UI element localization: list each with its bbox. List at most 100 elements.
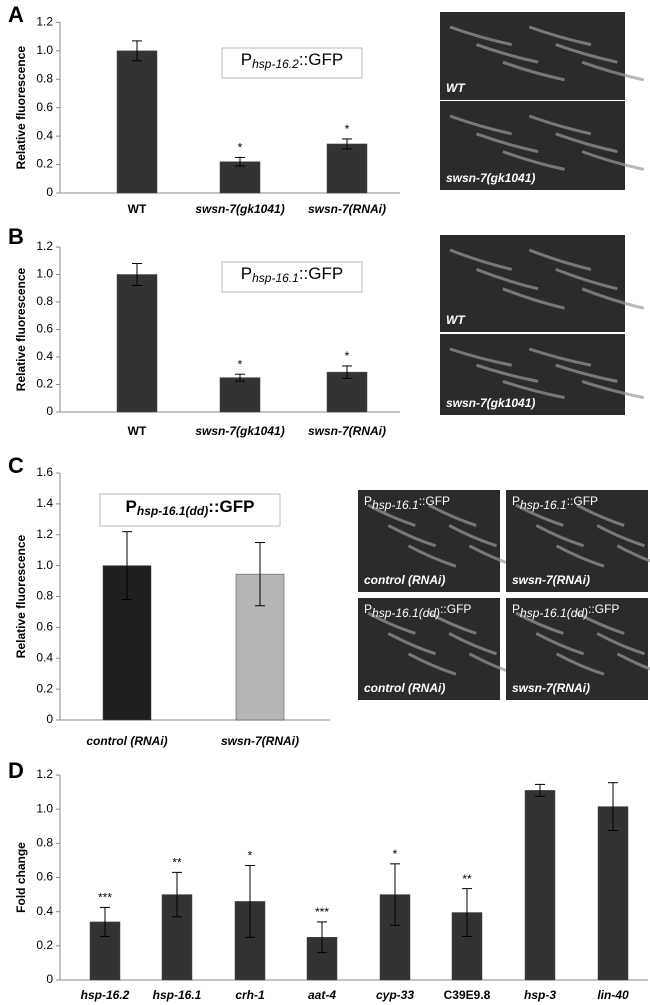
- significance: *: [345, 122, 350, 136]
- panel-label: B: [8, 224, 24, 249]
- x-tick-label: swsn-7(RNAi): [221, 734, 299, 748]
- panel-label: D: [8, 758, 24, 783]
- x-tick-label: aat-4: [308, 988, 336, 1002]
- micrograph-label: WT: [446, 81, 466, 95]
- subscript: hsp-16.1: [372, 498, 419, 512]
- y-tick-label: 1.2: [36, 239, 53, 253]
- bar: [219, 161, 261, 194]
- y-tick-label: 0.4: [36, 650, 53, 664]
- worm: [387, 632, 437, 656]
- worm: [555, 544, 605, 568]
- worm: [502, 60, 565, 82]
- worm: [449, 114, 512, 136]
- micrograph-label: control (RNAi): [364, 573, 445, 587]
- error-bar: [317, 921, 327, 954]
- worm: [407, 544, 457, 568]
- suffix: ::GFP: [208, 497, 254, 516]
- prefix: P: [364, 494, 372, 508]
- significance: **: [172, 856, 182, 870]
- error-bar: [342, 365, 352, 379]
- micrograph-label: swsn-7(RNAi): [512, 573, 590, 587]
- prefix: P: [512, 602, 520, 616]
- worm: [555, 363, 618, 383]
- panel-label: A: [8, 2, 24, 27]
- y-axis-label: Fold change: [14, 842, 28, 913]
- worm: [515, 503, 564, 527]
- y-tick-label: 0.6: [36, 322, 53, 336]
- bar: [326, 143, 368, 194]
- x-tick-label: hsp-16.1: [153, 988, 202, 1002]
- y-tick-label: 1.0: [36, 558, 53, 572]
- x-tick-label: swsn-7(RNAi): [308, 424, 386, 438]
- annotation-box: [221, 261, 363, 293]
- error-bar: [100, 906, 110, 937]
- annotation: Phsp-16.2::GFP: [241, 50, 343, 71]
- prefix: P: [241, 264, 252, 283]
- worm: [535, 524, 585, 548]
- worm: [596, 632, 645, 656]
- micrograph-label: WT: [446, 313, 466, 327]
- significance: *: [248, 849, 253, 863]
- annotation: Phsp-16.1::GFP: [241, 264, 343, 285]
- y-tick-label: 1.0: [36, 43, 53, 57]
- y-axis-label: Relative fluorescence: [14, 267, 28, 391]
- worm: [581, 60, 645, 82]
- worm: [502, 379, 565, 400]
- micrograph-label: swsn-7(gk1041): [446, 171, 535, 185]
- suffix: ::GFP: [419, 494, 450, 508]
- y-tick-label: 0: [46, 972, 53, 986]
- suffix: ::GFP: [299, 264, 343, 283]
- micrograph: [506, 598, 648, 700]
- subscript: hsp-16.1: [520, 498, 567, 512]
- prefix: P: [364, 602, 372, 616]
- x-tick-label: lin-40: [597, 988, 629, 1002]
- significance: *: [238, 141, 243, 155]
- micrograph: [358, 490, 500, 592]
- prefix: P: [512, 494, 520, 508]
- micrograph-reporter: Phsp-16.1::GFP: [512, 494, 598, 512]
- significance: ***: [315, 905, 329, 919]
- panel-label: C: [8, 453, 24, 478]
- bar: [116, 50, 158, 194]
- bar: [597, 806, 629, 981]
- significance: *: [393, 847, 398, 861]
- y-tick-label: 0.4: [36, 349, 53, 363]
- y-tick-label: 0.6: [36, 620, 53, 634]
- worm: [581, 287, 645, 310]
- bar: [219, 377, 261, 413]
- error-bar: [255, 541, 265, 607]
- micrograph-label: swsn-7(gk1041): [446, 396, 535, 410]
- micrograph-reporter: Phsp-16.1::GFP: [364, 494, 450, 512]
- y-axis-label: Relative fluorescence: [14, 46, 28, 170]
- subscript: hsp-16.1(dd): [372, 606, 440, 620]
- y-tick-label: 0.8: [36, 71, 53, 85]
- x-tick-label: swsn-7(gk1041): [195, 202, 284, 216]
- worm: [515, 611, 564, 635]
- y-tick-label: 1.4: [36, 496, 53, 510]
- significance: *: [345, 349, 350, 363]
- worm: [407, 652, 457, 676]
- y-tick-label: 1.6: [36, 465, 53, 479]
- worm: [475, 43, 539, 64]
- micrograph-reporter: Phsp-16.1(dd)::GFP: [364, 602, 471, 620]
- worm: [502, 150, 565, 171]
- y-tick-label: 1.2: [36, 527, 53, 541]
- worm: [528, 25, 592, 47]
- annotation: Phsp-16.1(dd)::GFP: [126, 497, 255, 518]
- micrograph-reporter: Phsp-16.1(dd)::GFP: [512, 602, 619, 620]
- x-tick-label: control (RNAi): [86, 734, 167, 748]
- error-bar: [535, 783, 545, 797]
- y-tick-label: 0.8: [36, 589, 53, 603]
- significance: ***: [98, 891, 112, 905]
- error-bar: [462, 888, 472, 937]
- y-tick-label: 1.2: [36, 767, 53, 781]
- significance: *: [238, 357, 243, 371]
- error-bar: [122, 531, 132, 601]
- x-tick-label: hsp-16.2: [81, 988, 130, 1002]
- y-tick-label: 0.2: [36, 377, 53, 391]
- error-bar: [235, 373, 245, 382]
- suffix: ::GFP: [567, 494, 598, 508]
- subscript: hsp-16.1: [252, 271, 299, 285]
- x-tick-label: swsn-7(RNAi): [308, 202, 386, 216]
- y-tick-label: 0.2: [36, 157, 53, 171]
